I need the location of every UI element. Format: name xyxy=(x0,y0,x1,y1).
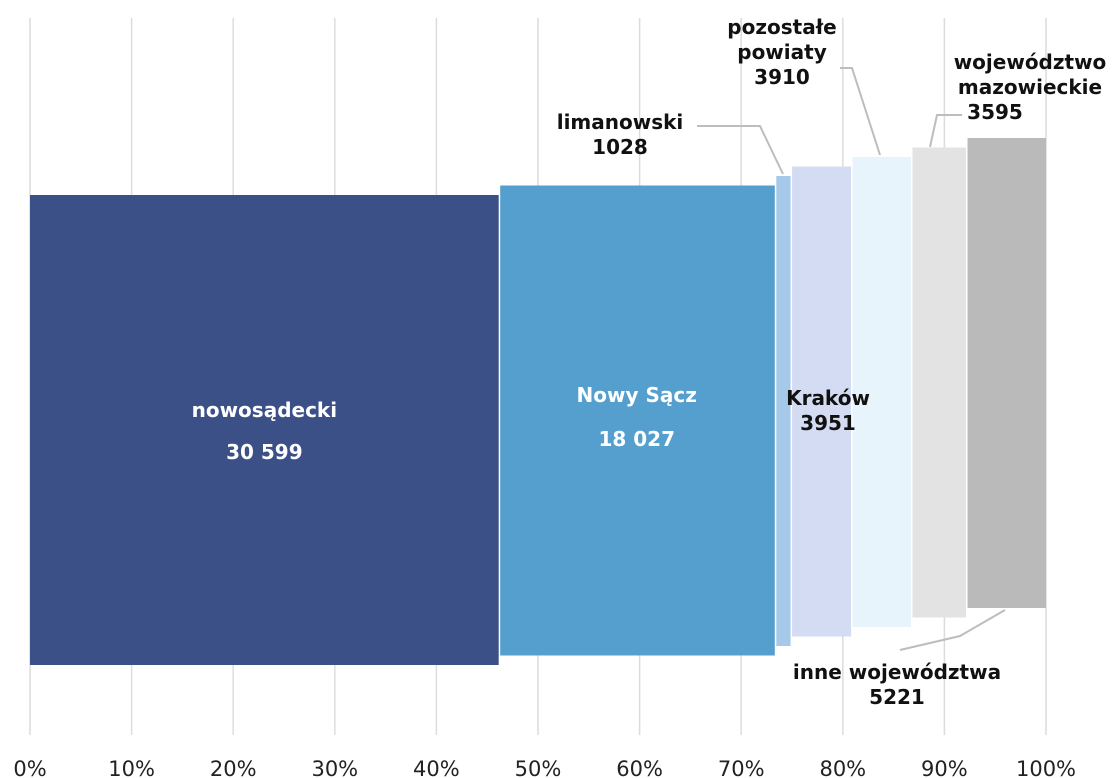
x-tick-label: 20% xyxy=(210,757,257,778)
x-tick-label: 90% xyxy=(921,757,968,778)
x-tick-label: 100% xyxy=(1016,757,1076,778)
bar xyxy=(30,195,499,665)
category-label: inne województwa xyxy=(792,660,1002,684)
leader-line xyxy=(840,67,881,156)
bar xyxy=(967,138,1046,608)
bar xyxy=(500,185,775,656)
category-label: nowosądecki xyxy=(191,398,338,422)
x-tick-label: 50% xyxy=(515,757,562,778)
value-label: 18 027 xyxy=(598,427,675,451)
value-label: 3595 xyxy=(967,100,1023,124)
leader-line xyxy=(697,125,784,175)
x-tick-label: 80% xyxy=(819,757,866,778)
category-label: pozostałe powiaty xyxy=(727,15,837,64)
x-tick-label: 30% xyxy=(311,757,358,778)
leader-line xyxy=(899,609,1006,651)
category-label: Nowy Sącz xyxy=(576,383,697,407)
bar xyxy=(912,147,967,618)
category-label: województwo mazowieckie xyxy=(953,50,1107,99)
x-tick-label: 60% xyxy=(616,757,663,778)
category-label: Kraków xyxy=(786,386,870,410)
bar xyxy=(776,176,791,646)
value-label: 1028 xyxy=(592,135,648,159)
leader-line xyxy=(929,114,962,148)
value-label: 5221 xyxy=(869,685,925,709)
category-label: limanowski xyxy=(556,110,684,134)
bar xyxy=(792,166,852,637)
x-tick-label: 0% xyxy=(13,757,46,778)
x-tick-label: 70% xyxy=(718,757,765,778)
value-label: 30 599 xyxy=(226,440,303,464)
value-label: 3910 xyxy=(754,65,810,89)
value-label: 3951 xyxy=(800,411,856,435)
bar xyxy=(852,157,911,627)
x-tick-label: 40% xyxy=(413,757,460,778)
x-tick-label: 10% xyxy=(108,757,155,778)
